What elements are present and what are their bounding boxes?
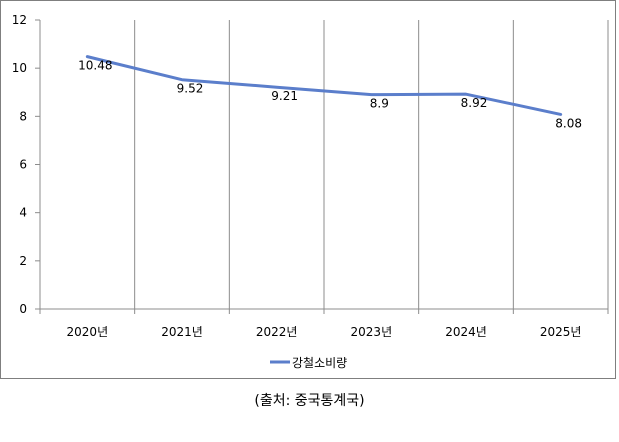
data-label: 8.9 bbox=[370, 97, 389, 111]
data-label: 9.21 bbox=[271, 89, 298, 103]
series bbox=[85, 55, 563, 116]
data-labels: 10.48 9.52 9.21 8.9 8.92 8.08 bbox=[78, 59, 582, 131]
data-label: 9.52 bbox=[177, 82, 204, 96]
data-label: 10.48 bbox=[78, 59, 112, 73]
series-line bbox=[85, 55, 563, 116]
source-caption: (출처: 중국통계국) bbox=[254, 393, 365, 409]
data-label: 8.92 bbox=[461, 96, 488, 110]
x-tick-label: 2025년 bbox=[540, 325, 582, 339]
y-tick-label: 10 bbox=[12, 61, 27, 75]
y-tick-label: 12 bbox=[12, 13, 27, 27]
legend: 강철소비량 bbox=[270, 356, 347, 370]
x-tick-label: 2023년 bbox=[351, 325, 393, 339]
x-tick-label: 2024년 bbox=[445, 325, 487, 339]
y-tick-label: 6 bbox=[19, 158, 27, 172]
y-tick-label: 4 bbox=[19, 206, 27, 220]
data-label: 8.08 bbox=[555, 116, 582, 130]
line-chart: 0 2 4 6 8 10 12 2020년 2021년 2022년 2023년 2024년 2025년… bbox=[12, 13, 609, 370]
x-tick-label: 2021년 bbox=[161, 325, 203, 339]
x-tick-label: 2022년 bbox=[256, 325, 298, 339]
axes bbox=[35, 19, 609, 314]
y-tick-label: 0 bbox=[19, 302, 27, 316]
y-tick-label: 8 bbox=[19, 109, 27, 123]
y-tick-label: 2 bbox=[19, 254, 27, 268]
x-tick-label: 2020년 bbox=[67, 325, 109, 339]
y-axis-ticks: 0 2 4 6 8 10 12 bbox=[12, 13, 27, 316]
legend-label: 강철소비량 bbox=[292, 356, 347, 370]
x-axis-ticks: 2020년 2021년 2022년 2023년 2024년 2025년 bbox=[67, 325, 582, 339]
gridlines bbox=[134, 20, 609, 309]
